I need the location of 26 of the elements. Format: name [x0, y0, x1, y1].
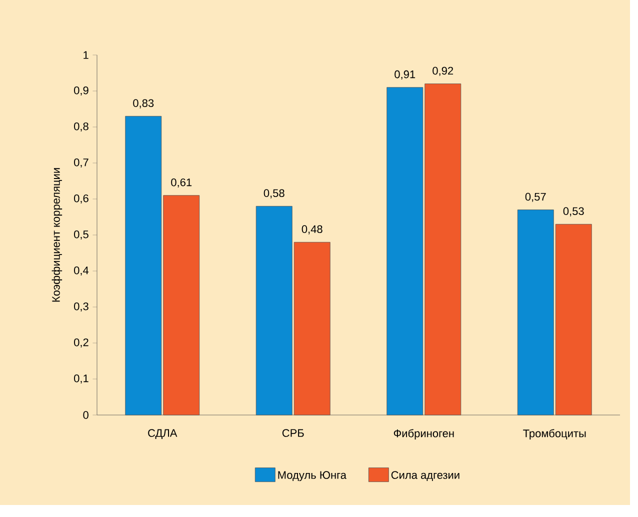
y-tick-label: 0,2: [74, 338, 88, 348]
y-tick-label: 0,9: [74, 86, 88, 96]
y-tick-label: 0,6: [74, 194, 88, 204]
y-tick-label: 1: [84, 51, 88, 59]
y-tick-label: 0: [83, 411, 88, 419]
data-label: 0,53: [563, 207, 584, 216]
x-tick-label: Тромбоциты: [523, 429, 586, 440]
legend-label: Сила адгезии: [391, 471, 460, 481]
x-tick-label: СРБ: [282, 429, 304, 437]
y-tick-label: 0,5: [74, 230, 88, 240]
data-label: 0,57: [525, 192, 546, 202]
y-tick-label: 0,7: [74, 158, 88, 168]
legend-label: Модуль Юнга: [278, 471, 346, 482]
data-label: 0,91: [394, 70, 416, 80]
x-tick-label: Фибриноген: [394, 429, 454, 440]
y-tick-label: 0,4: [74, 266, 89, 276]
data-label: 0,58: [264, 189, 284, 198]
data-label: 0,92: [432, 66, 454, 76]
y-tick-label: 0,8: [74, 122, 88, 132]
x-tick-label: СДЛА: [148, 429, 178, 439]
data-label: 0,83: [133, 99, 154, 108]
y-tick-label: 0,1: [74, 374, 88, 384]
y-tick-label: 0,3: [74, 302, 88, 312]
data-label: 0,61: [171, 178, 192, 188]
y-axis-title: Коэффициент корреляции: [52, 168, 62, 302]
data-label: 0,48: [302, 225, 322, 234]
